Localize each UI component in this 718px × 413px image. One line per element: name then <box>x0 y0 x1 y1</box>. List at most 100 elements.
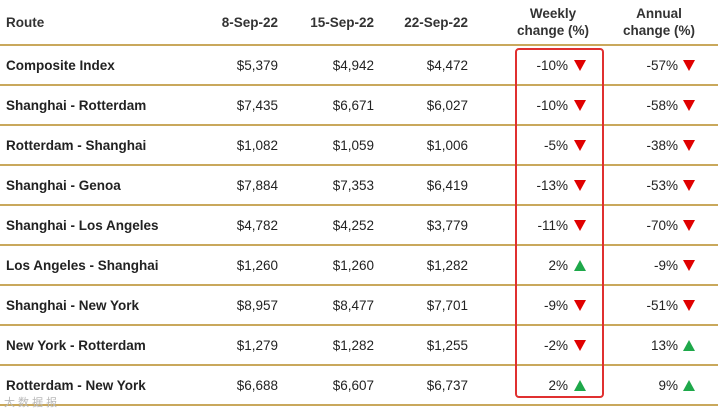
weekly-change-arrow-cell <box>572 86 588 124</box>
arrow-down-icon <box>574 339 586 351</box>
route-name: Los Angeles - Shanghai <box>6 257 159 273</box>
arrow-down-icon <box>683 59 695 71</box>
arrow-down-icon <box>683 179 695 191</box>
arrow-down-icon <box>683 99 695 111</box>
table-row: Los Angeles - Shanghai $1,260 $1,260 $1,282… <box>0 246 718 286</box>
route-name: New York - Rotterdam <box>6 337 146 353</box>
weekly-change-value: 2% <box>548 257 568 273</box>
rate-date-1: $1,260 <box>236 257 278 273</box>
rate-date-3: $4,472 <box>426 57 468 73</box>
annual-change-value: -58% <box>646 97 678 113</box>
arrow-down-icon <box>574 99 586 111</box>
arrow-down-icon <box>683 219 695 231</box>
table-row: Rotterdam - Shanghai $1,082 $1,059 $1,006 -5… <box>0 126 718 166</box>
rate-date-1: $7,884 <box>236 177 278 193</box>
rate-date-1: $8,957 <box>236 297 278 313</box>
table-body: Composite Index $5,379 $4,942 $4,472 -10% -57… <box>0 46 718 406</box>
header-weekly-line2: change (%) <box>516 23 589 38</box>
rate-date-2: $6,607 <box>332 377 374 393</box>
rate-date-1: $5,379 <box>236 57 278 73</box>
route-name: Shanghai - Rotterdam <box>6 97 147 113</box>
annual-change-arrow-cell <box>681 326 697 364</box>
rate-date-3: $1,006 <box>426 137 468 153</box>
watermark: 大 数 据 报 <box>4 397 58 409</box>
route-name: Shanghai - New York <box>6 297 140 313</box>
weekly-change-value: -2% <box>543 337 568 353</box>
table-row: New York - Rotterdam $1,279 $1,282 $1,255 -2… <box>0 326 718 366</box>
arrow-down-icon <box>574 219 586 231</box>
rate-date-2: $1,260 <box>332 257 374 273</box>
annual-change-value: -53% <box>646 177 678 193</box>
header-date-3: 22-Sep-22 <box>404 14 468 30</box>
arrow-down-icon <box>574 299 586 311</box>
arrow-down-icon <box>683 299 695 311</box>
annual-change-arrow-cell <box>681 166 697 204</box>
rate-date-1: $7,435 <box>236 97 278 113</box>
annual-change-value: -57% <box>646 57 678 73</box>
weekly-change-value: -11% <box>537 217 568 233</box>
rate-date-2: $1,059 <box>332 137 374 153</box>
annual-change-arrow-cell <box>681 366 697 404</box>
weekly-change-arrow-cell <box>572 286 588 324</box>
weekly-change-value: -13% <box>536 177 568 193</box>
annual-change-arrow-cell <box>681 286 697 324</box>
weekly-change-value: -10% <box>536 97 568 113</box>
header-annual-line1: Annual <box>636 6 682 21</box>
weekly-change-arrow-cell <box>572 46 588 84</box>
arrow-down-icon <box>683 259 695 271</box>
annual-change-value: -9% <box>653 257 678 273</box>
annual-change-arrow-cell <box>681 206 697 244</box>
arrow-down-icon <box>683 139 695 151</box>
weekly-change-arrow-cell <box>572 166 588 204</box>
rate-date-2: $4,252 <box>332 217 374 233</box>
rate-date-3: $1,282 <box>426 257 468 273</box>
header-annual-change: Annual change (%) <box>614 0 704 44</box>
route-name: Shanghai - Genoa <box>6 177 121 193</box>
weekly-change-value: -5% <box>543 137 568 153</box>
rate-date-3: $3,779 <box>426 217 468 233</box>
annual-change-value: -38% <box>646 137 678 153</box>
table-row: Shanghai - Rotterdam $7,435 $6,671 $6,027 -1… <box>0 86 718 126</box>
arrow-down-icon <box>574 179 586 191</box>
arrow-up-icon <box>683 379 695 391</box>
rate-date-1: $6,688 <box>236 377 278 393</box>
rate-date-3: $6,419 <box>426 177 468 193</box>
rate-date-3: $6,027 <box>426 97 468 113</box>
annual-change-arrow-cell <box>681 126 697 164</box>
rate-date-1: $4,782 <box>236 217 278 233</box>
weekly-change-arrow-cell <box>572 366 588 404</box>
arrow-down-icon <box>574 139 586 151</box>
rate-date-2: $6,671 <box>332 97 374 113</box>
rate-date-3: $7,701 <box>426 297 468 313</box>
annual-change-arrow-cell <box>681 86 697 124</box>
header-annual-line2: change (%) <box>622 23 695 38</box>
weekly-change-arrow-cell <box>572 206 588 244</box>
rate-date-2: $1,282 <box>332 337 374 353</box>
rate-date-2: $8,477 <box>332 297 374 313</box>
arrow-up-icon <box>683 339 695 351</box>
table-row: Shanghai - New York $8,957 $8,477 $7,701 -9%… <box>0 286 718 326</box>
annual-change-value: 9% <box>658 377 678 393</box>
arrow-down-icon <box>574 59 586 71</box>
rate-date-3: $1,255 <box>426 337 468 353</box>
table-row: Shanghai - Genoa $7,884 $7,353 $6,419 -13% -5… <box>0 166 718 206</box>
table-row: Composite Index $5,379 $4,942 $4,472 -10% -57… <box>0 46 718 86</box>
weekly-change-arrow-cell <box>572 246 588 284</box>
arrow-up-icon <box>574 379 586 391</box>
annual-change-value: -70% <box>646 217 678 233</box>
weekly-change-value: -10% <box>536 57 568 73</box>
weekly-change-value: -9% <box>543 297 568 313</box>
header-weekly-line1: Weekly <box>529 6 577 21</box>
route-name: Shanghai - Los Angeles <box>6 217 159 233</box>
header-weekly-change: Weekly change (%) <box>508 0 598 44</box>
table-row: Rotterdam - New York $6,688 $6,607 $6,737 2%… <box>0 366 718 406</box>
weekly-change-arrow-cell <box>572 126 588 164</box>
annual-change-arrow-cell <box>681 46 697 84</box>
rate-date-2: $7,353 <box>332 177 374 193</box>
route-name: Rotterdam - Shanghai <box>6 137 147 153</box>
annual-change-value: 13% <box>650 337 678 353</box>
rate-date-1: $1,279 <box>236 337 278 353</box>
header-date-1: 8-Sep-22 <box>221 14 278 30</box>
annual-change-value: -51% <box>646 297 678 313</box>
route-name: Composite Index <box>6 57 115 73</box>
